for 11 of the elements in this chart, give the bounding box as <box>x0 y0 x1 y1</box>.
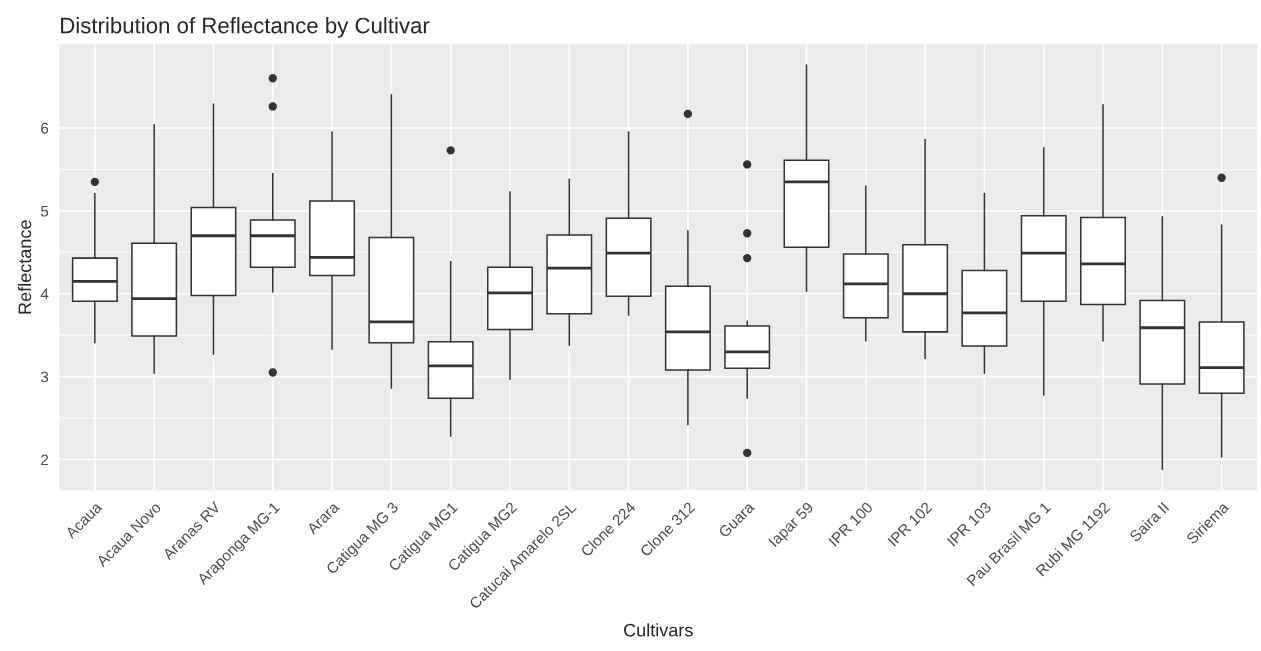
y-tick-label: 3 <box>40 371 49 383</box>
chart-title: Distribution of Reflectance by Cultivar <box>61 17 430 38</box>
y-tick-label: 5 <box>40 205 49 217</box>
y-tick-label: 4 <box>40 288 49 300</box>
x-tick-label: IPR 103 <box>946 501 992 547</box>
y-axis-title: Reflectance <box>17 220 32 314</box>
y-tick-label: 6 <box>41 122 49 134</box>
y-tick-label: 2 <box>41 454 49 466</box>
x-tick-label: IPR 102 <box>887 501 933 547</box>
x-axis-title: Cultivars <box>624 623 693 637</box>
x-tick-label: IPR 100 <box>828 501 874 547</box>
